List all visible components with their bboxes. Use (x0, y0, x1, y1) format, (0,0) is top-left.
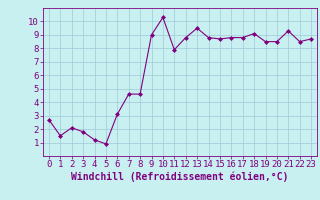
X-axis label: Windchill (Refroidissement éolien,°C): Windchill (Refroidissement éolien,°C) (71, 172, 289, 182)
